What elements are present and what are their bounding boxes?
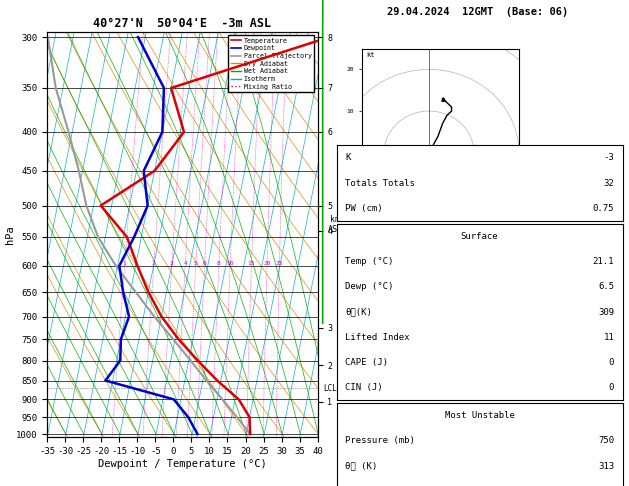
Text: 20: 20 (264, 260, 270, 266)
Text: 32: 32 (603, 179, 614, 188)
Text: LCL: LCL (323, 384, 337, 393)
Text: 6: 6 (203, 260, 206, 266)
Text: Surface: Surface (461, 232, 498, 241)
Text: -3: -3 (603, 154, 614, 162)
Text: 0: 0 (609, 358, 614, 367)
Text: 6.5: 6.5 (598, 282, 614, 291)
Title: 40°27'N  50°04'E  -3m ASL: 40°27'N 50°04'E -3m ASL (93, 17, 272, 31)
Text: 2: 2 (152, 260, 155, 266)
Text: 0.75: 0.75 (593, 204, 614, 213)
Text: Lifted Index: Lifted Index (345, 333, 409, 342)
Text: PW (cm): PW (cm) (345, 204, 382, 213)
Y-axis label: hPa: hPa (4, 225, 14, 244)
Text: 309: 309 (598, 308, 614, 316)
Text: 8: 8 (217, 260, 221, 266)
Text: Pressure (mb): Pressure (mb) (345, 436, 415, 445)
Text: 3: 3 (170, 260, 174, 266)
Text: CIN (J): CIN (J) (345, 383, 382, 392)
Text: Most Unstable: Most Unstable (445, 411, 515, 420)
Text: 29.04.2024  12GMT  (Base: 06): 29.04.2024 12GMT (Base: 06) (387, 7, 569, 17)
Text: 10: 10 (226, 260, 234, 266)
X-axis label: Dewpoint / Temperature (°C): Dewpoint / Temperature (°C) (98, 459, 267, 469)
Text: 15: 15 (248, 260, 255, 266)
Text: Totals Totals: Totals Totals (345, 179, 415, 188)
Text: kt: kt (366, 52, 375, 58)
Text: 750: 750 (598, 436, 614, 445)
Text: 4: 4 (183, 260, 187, 266)
Text: 5: 5 (194, 260, 198, 266)
Text: θᴜ (K): θᴜ (K) (345, 462, 377, 470)
Text: Dewp (°C): Dewp (°C) (345, 282, 394, 291)
Text: 1: 1 (123, 260, 126, 266)
Legend: Temperature, Dewpoint, Parcel Trajectory, Dry Adiabat, Wet Adiabat, Isotherm, Mi: Temperature, Dewpoint, Parcel Trajectory… (228, 35, 314, 92)
Y-axis label: km
ASL: km ASL (328, 215, 343, 235)
Text: θᴜ(K): θᴜ(K) (345, 308, 372, 316)
Text: 0: 0 (609, 383, 614, 392)
Text: 11: 11 (603, 333, 614, 342)
Text: CAPE (J): CAPE (J) (345, 358, 388, 367)
Text: 21.1: 21.1 (593, 257, 614, 266)
Text: Temp (°C): Temp (°C) (345, 257, 394, 266)
Text: 25: 25 (276, 260, 283, 266)
Text: K: K (345, 154, 350, 162)
Text: 313: 313 (598, 462, 614, 470)
